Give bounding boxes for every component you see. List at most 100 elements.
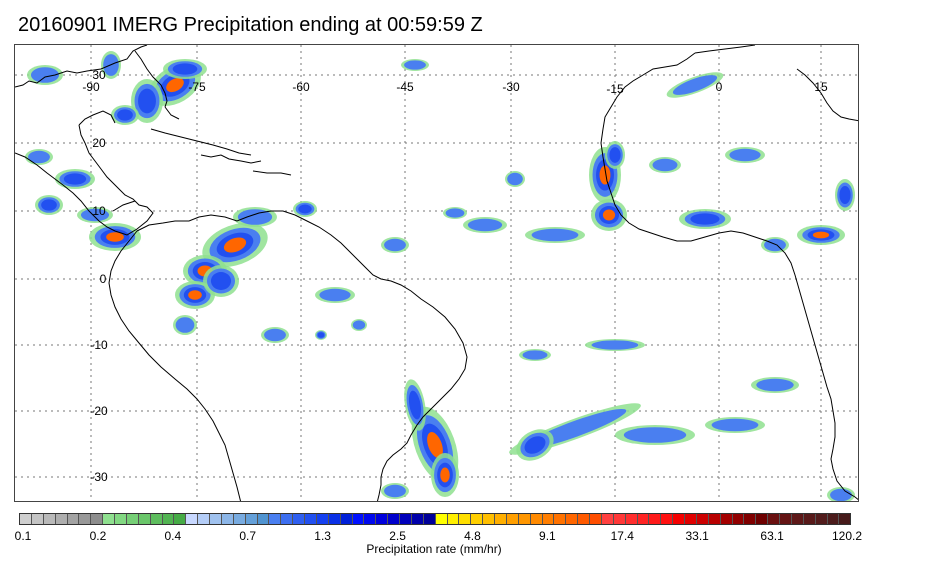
longitude-label: 15 [814, 80, 828, 94]
precipitation-cell [524, 436, 546, 454]
precipitation-cell [188, 290, 202, 300]
colorbar-swatch [198, 514, 210, 524]
precipitation-cell [839, 186, 851, 204]
colorbar-swatch [43, 514, 56, 524]
precipitation-cell [609, 147, 621, 163]
precipitation-cell [298, 204, 312, 214]
colorbar-swatch [364, 514, 377, 524]
precipitation-colorbar [19, 513, 851, 525]
precipitation-cell [223, 237, 247, 253]
colorbar-label-text: Precipitation rate (mm/hr) [366, 542, 502, 556]
colorbar-swatch [483, 514, 495, 524]
precipitation-cell [138, 88, 156, 114]
colorbar-swatch [744, 514, 757, 524]
latitude-label: 0 [100, 272, 107, 286]
longitude-label: -60 [292, 80, 310, 94]
colorbar-swatch [661, 514, 674, 524]
precipitation-cell [812, 231, 830, 239]
precipitation-cell [652, 158, 678, 172]
colorbar-swatch [340, 514, 353, 524]
colorbar-swatch [447, 514, 460, 524]
precipitation-cell [106, 232, 124, 242]
colorbar-tick-labels: 0.1 0.2 0.4 0.7 1.3 2.5 4.8 9.1 17.4 33.1 63.1 120.… [0, 529, 944, 543]
colorbar-swatch [518, 514, 531, 524]
colorbar-tick-label: 0.2 [89, 529, 107, 543]
longitude-label: -90 [82, 80, 100, 94]
colorbar-swatch [839, 514, 851, 524]
colorbar-swatch [138, 514, 151, 524]
colorbar-swatch [649, 514, 662, 524]
colorbar-swatch [637, 514, 650, 524]
colorbar-swatch [233, 514, 246, 524]
precipitation-cell [352, 320, 366, 330]
colorbar-swatch [115, 514, 127, 524]
colorbar-swatch [803, 514, 816, 524]
colorbar-swatch [720, 514, 733, 524]
colorbar-swatch [625, 514, 638, 524]
colorbar-swatch [67, 514, 80, 524]
colorbar-swatch [174, 514, 187, 524]
precipitation-cell [591, 340, 639, 350]
colorbar-swatch [590, 514, 602, 524]
colorbar-swatch [554, 514, 567, 524]
precipitation-cell [319, 288, 351, 302]
colorbar-swatch [601, 514, 614, 524]
precipitation-cell [28, 150, 50, 164]
colorbar-swatch [316, 514, 329, 524]
colorbar-tick-label: 120.2 [831, 529, 863, 543]
precipitation-cell [756, 378, 794, 392]
colorbar-swatch [352, 514, 365, 524]
precipitation-cell [599, 165, 611, 185]
precipitation-cell [404, 60, 426, 70]
colorbar-swatch [530, 514, 543, 524]
precipitation-cell [623, 427, 687, 443]
precipitation-map: 30 20 10 0 -10 -20 -30 -90 -75 -60 -45 -30 -15 0 15 [14, 44, 859, 502]
precipitation-cell [602, 209, 616, 221]
colorbar-swatch [103, 514, 115, 524]
colorbar-swatch [506, 514, 519, 524]
colorbar-swatch [281, 514, 294, 524]
precipitation-cell [729, 148, 761, 162]
precipitation-cell [384, 238, 406, 252]
colorbar-tick-label: 0.1 [14, 529, 32, 543]
colorbar-swatch [566, 514, 579, 524]
latitude-labels: 30 20 10 0 -10 -20 -30 [90, 68, 108, 484]
longitude-labels: -90 -75 -60 -45 -30 -15 0 15 [82, 80, 828, 96]
colorbar-swatch [685, 514, 697, 524]
precipitation-cell [440, 467, 450, 483]
colorbar-swatch [257, 514, 270, 524]
colorbar-swatch [126, 514, 139, 524]
colorbar-tick-label: 63.1 [760, 529, 784, 543]
coastlines [15, 45, 858, 501]
colorbar-swatch [269, 514, 282, 524]
precipitation-cell [317, 332, 325, 338]
map-title: 20160901 IMERG Precipitation ending at 0… [18, 14, 483, 36]
colorbar-tick-label: 0.4 [164, 529, 182, 543]
colorbar-swatch [768, 514, 780, 524]
colorbar-tick-label: 4.8 [464, 529, 481, 543]
precipitation-cell [445, 208, 465, 218]
precipitation-cell [237, 209, 273, 225]
latitude-label: -30 [90, 470, 108, 484]
precipitation-cell [711, 418, 759, 432]
colorbar-swatch [756, 514, 769, 524]
colorbar-swatch [696, 514, 709, 524]
precipitation-cell [172, 63, 198, 75]
precipitation-cell [80, 208, 110, 222]
colorbar-swatch [55, 514, 68, 524]
longitude-label: 0 [716, 80, 723, 94]
colorbar-tick-label: 9.1 [539, 529, 556, 543]
colorbar-swatch [613, 514, 626, 524]
precipitation-cell [427, 432, 443, 458]
colorbar-tick-label: 1.3 [314, 529, 331, 543]
colorbar-swatch [162, 514, 175, 524]
colorbar-swatch [471, 514, 484, 524]
colorbar-swatch [400, 514, 412, 524]
latitude-label: 30 [92, 68, 106, 82]
colorbar-label: Precipitation rate (mm/hr) [0, 542, 944, 556]
colorbar-swatch [293, 514, 305, 524]
precipitation-cell [531, 228, 579, 242]
precipitation-cell [117, 109, 133, 121]
colorbar-swatch [150, 514, 163, 524]
colorbar-swatch [376, 514, 389, 524]
